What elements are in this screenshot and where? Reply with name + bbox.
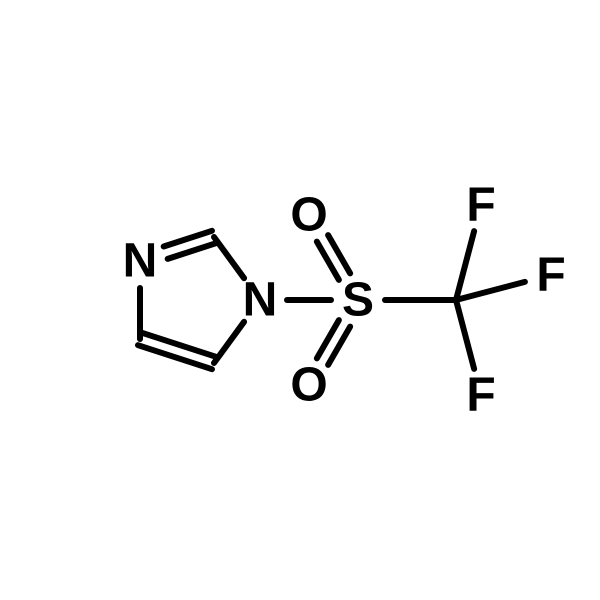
- bond-line: [214, 322, 244, 363]
- molecule-diagram: NNSOOFFF: [0, 0, 600, 600]
- atom-label-n: N: [243, 274, 278, 327]
- bond-line: [456, 300, 474, 369]
- atom-label-f: F: [466, 179, 495, 232]
- atom-label-s: S: [342, 274, 374, 327]
- bond-line: [456, 231, 474, 300]
- atom-label-f: F: [536, 249, 565, 302]
- bond-line: [456, 282, 525, 300]
- atom-label-n: N: [123, 235, 158, 288]
- atom-label-o: O: [290, 189, 327, 242]
- atom-label-o: O: [290, 359, 327, 412]
- atom-label-f: F: [466, 369, 495, 422]
